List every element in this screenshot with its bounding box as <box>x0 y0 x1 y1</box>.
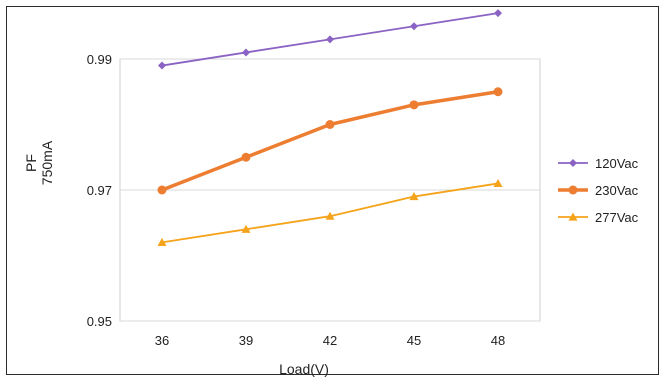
x-axis-ticks: 36 39 42 45 48 <box>155 333 505 348</box>
y-tick-label: 0.99 <box>87 52 112 67</box>
x-tick-label: 39 <box>239 333 253 348</box>
data-point <box>410 22 418 31</box>
data-point <box>158 61 166 70</box>
series-line <box>161 90 499 192</box>
y-axis-label-line: 750mA <box>39 140 55 185</box>
x-tick-label: 42 <box>323 333 337 348</box>
y-tick-label: 0.95 <box>87 314 112 329</box>
series-120Vac <box>158 9 502 70</box>
x-tick-label: 45 <box>407 333 421 348</box>
data-point <box>409 192 419 201</box>
gridlines <box>120 58 540 322</box>
data-point <box>493 87 503 97</box>
legend-label: 277Vac <box>595 210 639 225</box>
data-point <box>326 35 334 44</box>
series-230Vac <box>157 87 503 195</box>
y-axis-ticks: 0.95 0.97 0.99 <box>87 52 112 329</box>
legend-marker <box>568 185 578 195</box>
data-point <box>325 120 335 129</box>
y-axis-label-line: PF <box>23 154 39 172</box>
data-point <box>157 237 167 246</box>
data-point <box>242 48 250 57</box>
legend: 120Vac 230Vac 277Vac <box>558 156 639 225</box>
y-axis-label: PF 750mA <box>23 140 55 185</box>
x-axis-label: Load(V) <box>279 361 329 377</box>
data-point <box>157 185 167 195</box>
series-layer <box>157 9 503 246</box>
y-tick-label: 0.97 <box>87 183 112 198</box>
data-point <box>241 152 251 162</box>
legend-marker <box>569 159 577 167</box>
legend-marker <box>568 212 578 221</box>
x-tick-label: 48 <box>491 333 505 348</box>
data-point <box>409 100 419 110</box>
data-point <box>325 211 335 220</box>
legend-label: 230Vac <box>595 183 639 198</box>
data-point <box>241 224 251 233</box>
x-tick-label: 36 <box>155 333 169 348</box>
data-point <box>493 178 503 188</box>
series-277Vac <box>157 178 503 246</box>
legend-label: 120Vac <box>595 156 639 171</box>
data-point <box>494 9 502 18</box>
